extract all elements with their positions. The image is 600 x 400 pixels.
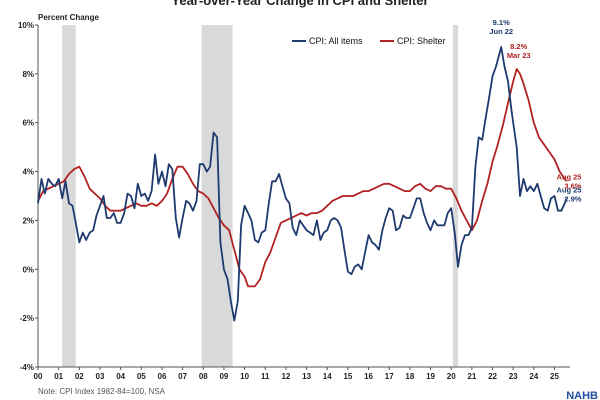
series-lines <box>37 46 568 322</box>
annotation-cpi-date_label: Jun 22 <box>489 27 513 36</box>
annotation-shelter-date_label: Mar 23 <box>507 51 531 60</box>
legend-label-cpi: CPI: All items <box>309 36 363 46</box>
y-tick-label: 2% <box>22 216 34 225</box>
x-tick-label: 11 <box>261 372 270 381</box>
chart-title: Year-over-Year Change in CPI and Shelter <box>171 0 428 8</box>
x-tick-label: 13 <box>302 372 311 381</box>
x-tick-label: 15 <box>343 372 352 381</box>
source-note: Note: CPI Index 1982-84=100, NSA <box>38 387 166 396</box>
y-tick-label: 4% <box>22 168 34 177</box>
x-tick-labels: 00 01 02 03 04 05 06 07 08 09 10 11 12 13 14 15 16 17 18 19… <box>34 367 560 381</box>
x-tick-label: 19 <box>426 372 435 381</box>
axes <box>37 25 570 368</box>
series-line-cpi <box>37 46 568 322</box>
x-tick-label: 24 <box>529 372 538 381</box>
y-tick-label: 10% <box>18 21 34 30</box>
annotation-shelter-value_label: 3.6% <box>564 181 581 190</box>
x-tick-label: 21 <box>467 372 476 381</box>
y-axis-label: Percent Change <box>38 13 99 22</box>
annotation-cpi-value_label: 9.1% <box>493 18 510 27</box>
x-tick-label: 02 <box>75 372 84 381</box>
x-tick-label: 14 <box>323 372 332 381</box>
x-tick-label: 09 <box>219 372 228 381</box>
x-tick-label: 04 <box>116 372 125 381</box>
x-tick-label: 07 <box>178 372 187 381</box>
x-tick-label: 23 <box>509 372 518 381</box>
x-tick-label: 12 <box>281 372 290 381</box>
annotation-shelter-value_label: 8.2% <box>510 42 527 51</box>
x-tick-label: 00 <box>34 372 43 381</box>
x-tick-label: 22 <box>488 372 497 381</box>
x-tick-label: 10 <box>240 372 249 381</box>
y-tick-label: -4% <box>20 363 34 372</box>
x-tick-label: 08 <box>199 372 208 381</box>
x-tick-label: 05 <box>137 372 146 381</box>
recession-bands <box>62 25 459 367</box>
series-line-shelter <box>37 68 568 288</box>
y-tick-label: -2% <box>20 314 34 323</box>
x-tick-label: 25 <box>550 372 559 381</box>
nahb-logo: NAHB <box>566 390 598 400</box>
x-tick-label: 16 <box>364 372 373 381</box>
legend: CPI: All items CPI: Shelter <box>292 36 446 46</box>
x-tick-label: 03 <box>96 372 105 381</box>
legend-label-shelter: CPI: Shelter <box>397 36 446 46</box>
x-tick-label: 01 <box>54 372 63 381</box>
x-tick-label: 18 <box>405 372 414 381</box>
recession-band <box>62 25 76 367</box>
x-tick-label: 17 <box>385 372 394 381</box>
y-tick-label: 0% <box>22 265 34 274</box>
annotation-cpi-value_label: 2.9% <box>564 194 581 203</box>
x-tick-label: 20 <box>447 372 456 381</box>
y-tick-label: 6% <box>22 119 34 128</box>
annotation-shelter-date_label: Aug 25 <box>556 172 581 181</box>
x-tick-label: 06 <box>158 372 167 381</box>
annotation-cpi-date_label: Aug 25 <box>556 185 581 194</box>
y-tick-label: 8% <box>22 70 34 79</box>
y-tick-labels: -4% -2% 0% 2% 4% 6% 8% 10% <box>18 21 38 372</box>
